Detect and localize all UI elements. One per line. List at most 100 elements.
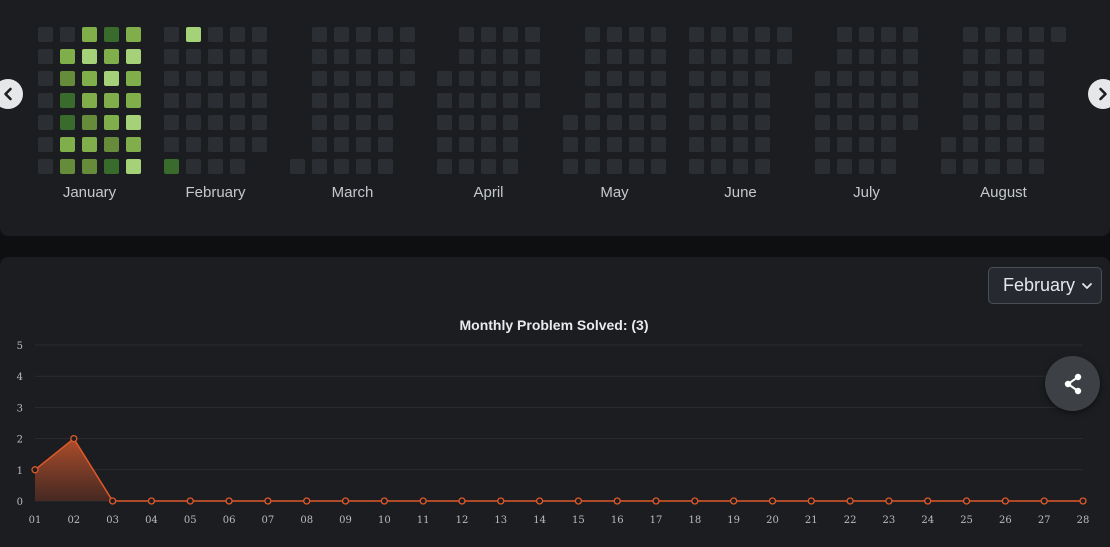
data-point[interactable] <box>419 497 427 505</box>
data-point[interactable] <box>341 497 350 505</box>
data-point[interactable] <box>70 434 78 443</box>
x-tick-label: 12 <box>456 515 469 526</box>
activity-heatmap: January February March April May June July Augu… <box>0 0 1110 236</box>
series-line <box>34 437 1083 502</box>
heatmap-cell <box>60 71 75 86</box>
share-button[interactable] <box>1045 356 1100 411</box>
month-label: June <box>724 184 757 201</box>
data-point[interactable] <box>807 497 815 505</box>
data-point[interactable] <box>147 497 156 505</box>
data-point[interactable] <box>225 497 233 505</box>
y-tick-label: 3 <box>17 403 23 414</box>
month-label: May <box>600 184 629 201</box>
data-point[interactable] <box>31 466 39 474</box>
x-tick-label: 21 <box>805 515 818 526</box>
data-point[interactable] <box>108 497 117 505</box>
x-tick-label: 20 <box>766 515 779 526</box>
heatmap-cell <box>104 49 119 64</box>
data-point[interactable] <box>1001 497 1010 505</box>
heatmap-prev-button[interactable] <box>0 79 23 109</box>
month-label: January <box>62 184 117 201</box>
heatmap-cell <box>777 49 792 64</box>
heatmap-cell <box>312 115 327 130</box>
data-point[interactable] <box>652 497 660 505</box>
heatmap-cell <box>186 115 201 130</box>
x-tick-label: 08 <box>300 515 313 526</box>
heatmap-cell <box>903 49 918 64</box>
heatmap-cell <box>38 115 53 130</box>
heatmap-cell <box>859 49 874 64</box>
heatmap-cell <box>356 159 371 174</box>
data-point[interactable] <box>497 497 505 505</box>
heatmap-cell <box>481 159 496 174</box>
data-point[interactable] <box>535 497 544 505</box>
data-point[interactable] <box>768 497 777 505</box>
chart-x-ticks: 01 02 03 04 05 06 07 08 09 10 11 12 13 14 15 16 17 18 19 20… <box>29 515 1090 526</box>
data-point[interactable] <box>885 497 893 505</box>
x-tick-label: 15 <box>572 515 585 526</box>
heatmap-next-button[interactable] <box>1088 79 1110 109</box>
heatmap-cell <box>82 71 97 86</box>
heatmap-cell <box>312 49 327 64</box>
data-point[interactable] <box>691 497 699 505</box>
x-tick-label: 06 <box>223 515 236 526</box>
heatmap-cell <box>941 137 956 152</box>
heatmap-cell <box>334 27 349 42</box>
data-point[interactable] <box>730 497 738 505</box>
data-point[interactable] <box>613 497 621 505</box>
heatmap-cell <box>503 93 518 108</box>
heatmap-cell <box>881 27 896 42</box>
data-point[interactable] <box>1040 497 1048 505</box>
x-tick-label: 16 <box>611 515 624 526</box>
heatmap-cell <box>356 115 371 130</box>
heatmap-cell <box>186 49 201 64</box>
month-select[interactable]: February <box>988 267 1102 304</box>
heatmap-cell <box>60 49 75 64</box>
data-point[interactable] <box>186 497 194 505</box>
heatmap-cell <box>312 137 327 152</box>
heatmap-cell <box>755 159 770 174</box>
heatmap-cell <box>312 27 327 42</box>
data-point[interactable] <box>380 497 388 505</box>
data-point[interactable] <box>574 497 583 505</box>
heatmap-cell <box>525 71 540 86</box>
month-label: July <box>853 184 880 201</box>
data-point[interactable] <box>1079 497 1087 505</box>
x-tick-label: 04 <box>145 515 158 526</box>
heatmap-cell <box>312 159 327 174</box>
data-point[interactable] <box>264 497 272 505</box>
data-point[interactable] <box>846 497 854 505</box>
heatmap-cell <box>985 159 1000 174</box>
heatmap-cell <box>963 71 978 86</box>
heatmap-cell <box>563 137 578 152</box>
heatmap-cell <box>459 71 474 86</box>
heatmap-cell <box>815 137 830 152</box>
heatmap-cell <box>815 159 830 174</box>
heatmap-cell <box>689 71 704 86</box>
heatmap-cell <box>459 49 474 64</box>
heatmap-cell <box>1029 137 1044 152</box>
heatmap-cell <box>815 115 830 130</box>
heatmap-cell <box>1029 115 1044 130</box>
heatmap-cell <box>459 159 474 174</box>
heatmap-cell <box>585 137 600 152</box>
heatmap-cell <box>378 49 393 64</box>
data-point[interactable] <box>924 497 932 505</box>
heatmap-cell <box>82 159 97 174</box>
heatmap-cell <box>60 93 75 108</box>
heatmap-cell <box>208 27 223 42</box>
month-label: March <box>331 184 374 201</box>
heatmap-cell <box>356 71 371 86</box>
heatmap-cell <box>230 49 245 64</box>
heatmap-cell <box>459 115 474 130</box>
heatmap-cell <box>859 159 874 174</box>
heatmap-cell <box>1029 49 1044 64</box>
data-point[interactable] <box>962 497 971 505</box>
heatmap-cell <box>481 115 496 130</box>
heatmap-cell <box>1051 27 1066 42</box>
data-point[interactable] <box>458 497 466 505</box>
heatmap-cell <box>208 137 223 152</box>
heatmap-cell <box>1007 137 1022 152</box>
heatmap-cell <box>563 115 578 130</box>
data-point[interactable] <box>303 497 311 505</box>
